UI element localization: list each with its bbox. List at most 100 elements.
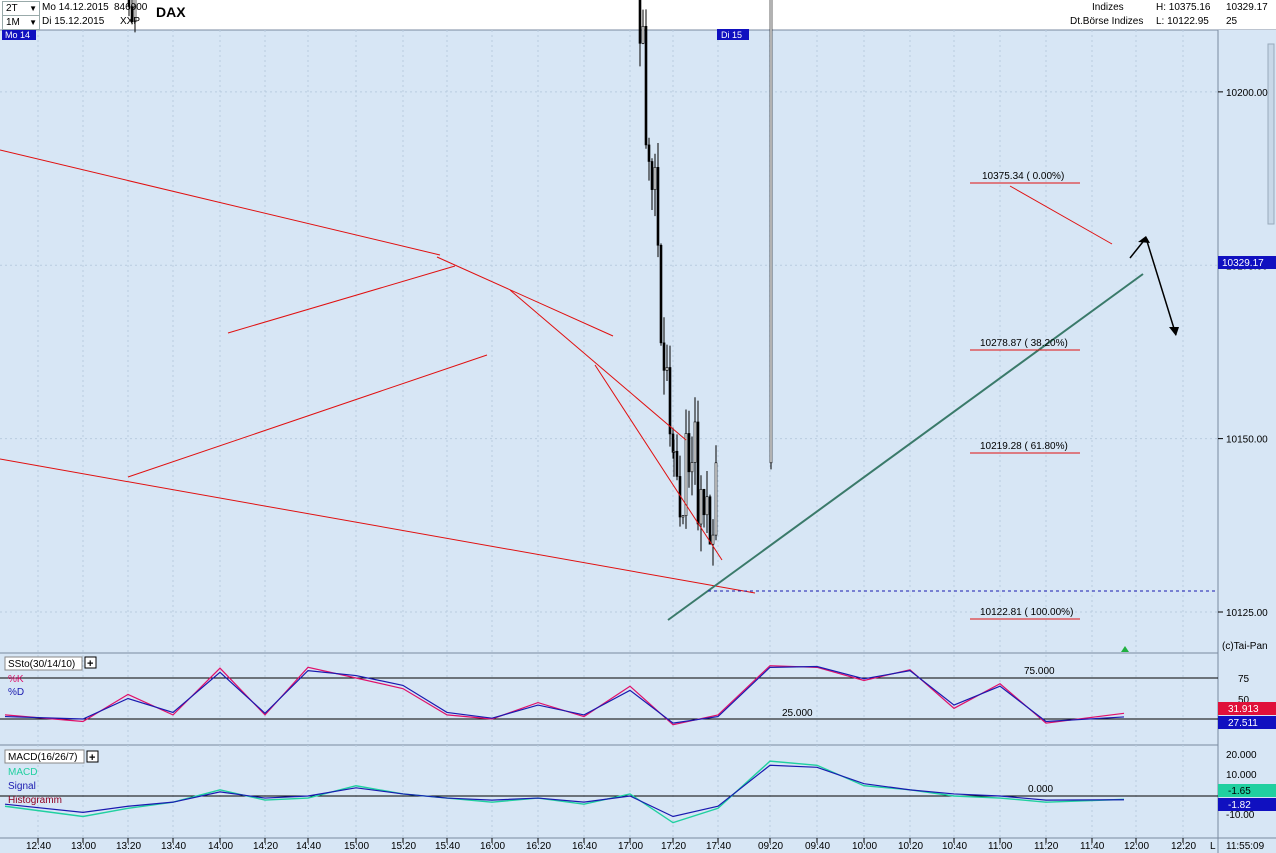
time-tick-label: 11:00 <box>988 841 1013 852</box>
time-tick-label: 15:20 <box>391 841 416 852</box>
signal-value: -1.82 <box>1228 800 1251 811</box>
time-tick-label: 12:20 <box>1171 841 1196 852</box>
price-tick-label: 10125.00 <box>1226 608 1268 619</box>
time-tick-label: 15:40 <box>435 841 460 852</box>
period-select-1[interactable]: 2T ▼ <box>2 1 40 16</box>
macd-add-button[interactable] <box>86 750 99 763</box>
time-tick-label: 13:40 <box>161 841 186 852</box>
current-price-label: 10329.17 <box>1222 258 1264 269</box>
stoch-title: SSto(30/14/10) <box>8 659 75 670</box>
support-trendline <box>667 273 1144 621</box>
time-tick-label: 17:00 <box>618 841 643 852</box>
candle <box>708 494 712 545</box>
vertical-scrollbar[interactable] <box>1267 43 1275 225</box>
falling-line-3 <box>594 364 723 561</box>
candle <box>705 470 709 534</box>
trendlines <box>0 149 1113 594</box>
candle <box>769 0 773 470</box>
macd-signal-line <box>4 764 1125 818</box>
macd-value-tag <box>1218 784 1276 797</box>
symbol-title: DAX <box>156 4 186 20</box>
candle <box>690 436 694 496</box>
time-tick-label: 14:40 <box>296 841 321 852</box>
time-tick-label: 17:20 <box>661 841 686 852</box>
low-value: L: 10122.95 <box>1156 16 1209 27</box>
candle <box>711 519 715 566</box>
macd-title: MACD(16/26/7) <box>8 752 77 763</box>
stoch-k-tag <box>1218 702 1276 715</box>
candle <box>638 0 642 67</box>
date-to: Di 15.12.2015 <box>42 16 105 27</box>
time-tick-label: 12:40 <box>26 841 51 852</box>
last-value: 10329.17 <box>1226 2 1268 13</box>
period-select-1-value: 2T <box>6 3 18 14</box>
candle <box>675 434 679 481</box>
stoch-legend-k: %K <box>8 674 24 685</box>
macd-legend-macd: MACD <box>8 767 37 778</box>
stoch-add-icon: + <box>87 658 93 670</box>
macd-value: -1.65 <box>1228 786 1251 797</box>
chevron-down-icon: ▼ <box>29 4 37 13</box>
candle <box>702 488 706 528</box>
time-tick-label: 17:40 <box>706 841 731 852</box>
candle <box>644 9 648 149</box>
day-marker-1-box <box>2 29 36 40</box>
candle <box>650 158 654 211</box>
time-tick-label: 09:20 <box>758 841 783 852</box>
time-tick-label: 10:20 <box>898 841 923 852</box>
time-tick-label: 10:40 <box>942 841 967 852</box>
time-tick-label: 16:40 <box>572 841 597 852</box>
time-tick-label: 13:20 <box>116 841 141 852</box>
candle <box>659 243 663 346</box>
period-select-2[interactable]: 1M ▼ <box>2 15 40 30</box>
day-marker-2-box <box>717 29 749 40</box>
stoch-axis-75: 75 <box>1238 674 1250 685</box>
time-tick-label: 12:00 <box>1124 841 1149 852</box>
arrow-head-down <box>1169 327 1179 336</box>
candle <box>127 0 131 17</box>
exchange-name: Dt.Börse Indizes <box>1070 16 1144 27</box>
day-marker-1: Mo 14 <box>5 30 30 40</box>
time-tick-label: 11:20 <box>1034 841 1059 852</box>
stoch-title-box <box>4 656 83 671</box>
price-tick-label: 10200.00 <box>1226 88 1268 99</box>
candle <box>699 475 703 552</box>
stoch-legend-d: %D <box>8 687 24 698</box>
time-tick-label: 15:00 <box>344 841 369 852</box>
candlestick-series <box>127 0 773 566</box>
candle <box>647 137 651 181</box>
date-from: Mo 14.12.2015 <box>42 2 109 13</box>
grid-lines <box>0 30 1218 838</box>
falling-line-2 <box>509 289 687 441</box>
time-tick-label: 11:40 <box>1080 841 1105 852</box>
candle <box>662 317 666 395</box>
price-tick-label: 10150.00 <box>1226 435 1268 446</box>
time-tick-label: 13:00 <box>71 841 96 852</box>
stoch-k-value: 31.913 <box>1228 704 1259 715</box>
stoch-d-line <box>4 665 1125 724</box>
stoch-d-tag <box>1218 716 1276 729</box>
fib-label-100: 10122.81 ( 100.00%) <box>980 607 1073 618</box>
candle <box>687 410 691 488</box>
stoch-add-button[interactable] <box>84 656 97 669</box>
macd-add-icon: + <box>89 752 95 764</box>
macd-legend-hist: Histogramm <box>8 795 62 806</box>
time-tick-label: 09:40 <box>805 841 830 852</box>
fib-label-0: 10375.34 ( 0.00%) <box>982 171 1064 182</box>
macd-axis-20: 20.000 <box>1226 750 1257 761</box>
time-tick-label: 16:00 <box>480 841 505 852</box>
time-tick-label: 16:20 <box>526 841 551 852</box>
wedge-lower-line <box>127 354 488 478</box>
current-price-tag <box>1218 256 1276 269</box>
candle <box>714 445 718 541</box>
signal-value-tag <box>1218 798 1276 811</box>
period-select-2-value: 1M <box>6 17 20 28</box>
candle <box>653 153 657 217</box>
chevron-down-icon: ▼ <box>29 18 37 27</box>
arrow-head-up <box>1138 236 1150 243</box>
macd-title-box <box>4 749 85 764</box>
count-value: 25 <box>1226 16 1238 27</box>
wedge-upper-line <box>227 265 456 334</box>
stoch-level-25-label: 25.000 <box>782 708 813 719</box>
